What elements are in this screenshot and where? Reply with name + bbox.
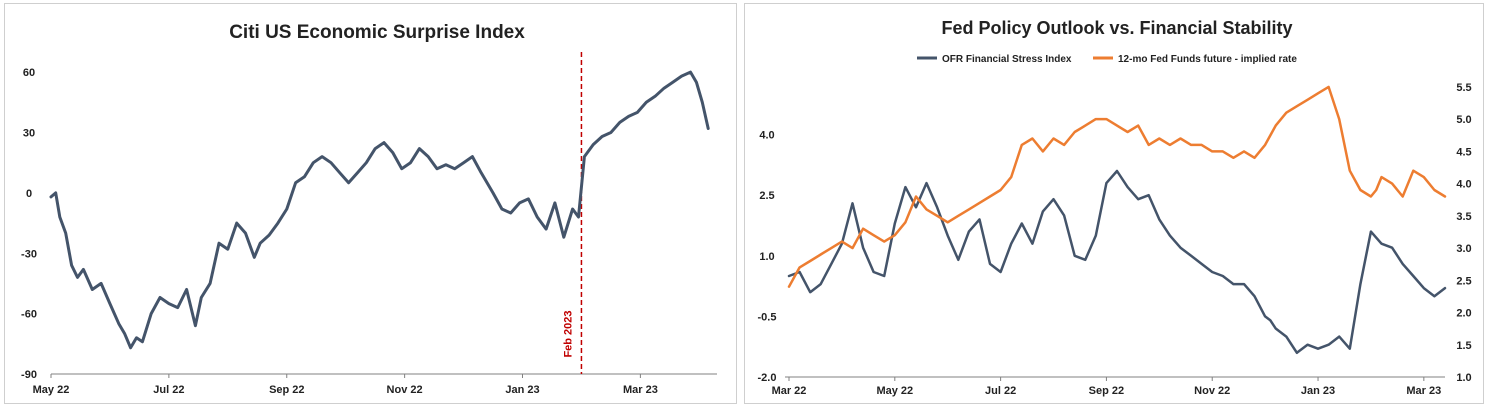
chart-title: Citi US Economic Surprise Index xyxy=(229,22,525,43)
x-tick-label: May 22 xyxy=(33,384,70,396)
y2-tick-label: 5.0 xyxy=(1456,114,1471,126)
y-tick-label: 60 xyxy=(23,67,35,79)
series-line-fed-funds xyxy=(787,85,1447,288)
chart-title: Fed Policy Outlook vs. Financial Stabili… xyxy=(941,18,1292,38)
x-tick-label: Nov 22 xyxy=(387,384,423,396)
surprise-index-chart: Citi US Economic Surprise Index -90 -60 -3… xyxy=(21,22,717,396)
series-line-surprise-index xyxy=(49,70,710,350)
x-tick-label: Jul 22 xyxy=(153,384,184,396)
series-line-ofr-stress xyxy=(787,169,1447,355)
y2-tick-label: 2.0 xyxy=(1456,308,1471,320)
x-tick-label: Jul 22 xyxy=(985,385,1016,397)
chart-panel-fed-outlook: Fed Policy Outlook vs. Financial Stabili… xyxy=(744,3,1484,404)
x-tick-label: Mar 23 xyxy=(623,384,658,396)
y-tick-label: -90 xyxy=(21,369,37,381)
y-tick-label: 30 xyxy=(23,128,35,140)
fed-outlook-chart: Fed Policy Outlook vs. Financial Stabili… xyxy=(758,18,1472,397)
y2-tick-label: 5.5 xyxy=(1456,82,1471,94)
y-tick-label: -2.0 xyxy=(758,372,777,384)
y2-tick-label: 4.5 xyxy=(1456,146,1471,158)
x-tick-label: May 22 xyxy=(876,385,913,397)
y-tick-label: 4.0 xyxy=(759,130,774,142)
x-tick-label: Mar 22 xyxy=(772,385,807,397)
y2-tick-label: 1.0 xyxy=(1456,372,1471,384)
legend-label-fed-funds: 12-mo Fed Funds future - implied rate xyxy=(1118,54,1297,65)
y2-tick-label: 1.5 xyxy=(1456,340,1471,352)
x-tick-label: Sep 22 xyxy=(1089,385,1124,397)
x-tick-label: Mar 23 xyxy=(1406,385,1441,397)
y-tick-label: 0 xyxy=(26,188,32,200)
y2-tick-label: 3.5 xyxy=(1456,211,1471,223)
y-tick-label: 2.5 xyxy=(759,190,774,202)
x-tick-label: Sep 22 xyxy=(269,384,304,396)
x-tick-label: Jan 23 xyxy=(1301,385,1335,397)
y-tick-label: 1.0 xyxy=(759,251,774,263)
y2-tick-label: 4.0 xyxy=(1456,179,1471,191)
chart-panel-surprise-index: Citi US Economic Surprise Index -90 -60 -3… xyxy=(4,3,737,404)
y2-tick-label: 2.5 xyxy=(1456,275,1471,287)
y2-tick-label: 3.0 xyxy=(1456,243,1471,255)
feb-2023-marker-label: Feb 2023 xyxy=(562,310,574,357)
y-tick-label: -60 xyxy=(21,309,37,321)
legend: OFR Financial Stress Index 12-mo Fed Fun… xyxy=(917,54,1297,65)
x-tick-label: Nov 22 xyxy=(1194,385,1230,397)
legend-label-ofr: OFR Financial Stress Index xyxy=(942,54,1072,65)
x-tick-label: Jan 23 xyxy=(505,384,539,396)
y-tick-label: -30 xyxy=(21,248,37,260)
y-tick-label: -0.5 xyxy=(758,311,777,323)
